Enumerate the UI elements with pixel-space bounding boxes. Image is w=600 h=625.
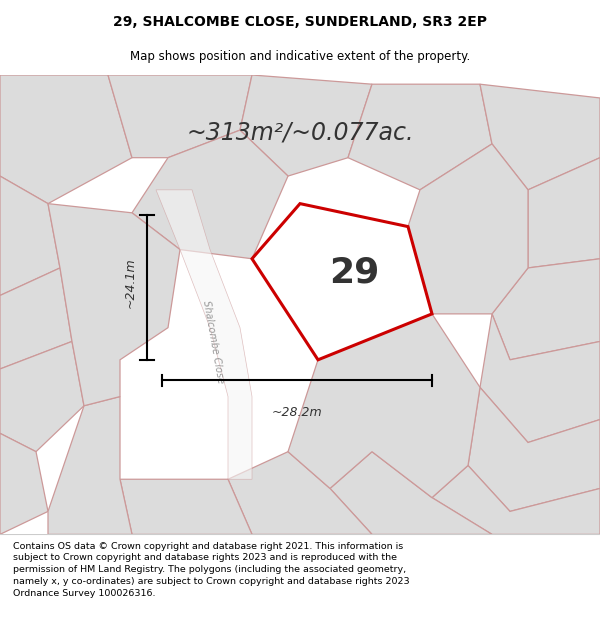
Polygon shape — [528, 158, 600, 268]
Polygon shape — [0, 176, 60, 296]
Polygon shape — [0, 268, 72, 369]
Polygon shape — [408, 144, 528, 314]
Polygon shape — [480, 84, 600, 190]
Polygon shape — [432, 466, 600, 534]
Polygon shape — [468, 388, 600, 511]
Polygon shape — [252, 204, 432, 360]
Polygon shape — [480, 314, 600, 442]
Text: Map shows position and indicative extent of the property.: Map shows position and indicative extent… — [130, 50, 470, 62]
Polygon shape — [330, 452, 492, 534]
Text: ~24.1m: ~24.1m — [124, 258, 137, 308]
Polygon shape — [348, 84, 492, 190]
Text: Shalcombe Close: Shalcombe Close — [201, 299, 225, 384]
Polygon shape — [492, 259, 600, 360]
Polygon shape — [156, 190, 252, 479]
Polygon shape — [0, 75, 132, 204]
Text: 29: 29 — [329, 256, 379, 289]
Text: ~28.2m: ~28.2m — [272, 406, 322, 419]
Polygon shape — [120, 479, 252, 534]
Polygon shape — [48, 397, 132, 534]
Text: Contains OS data © Crown copyright and database right 2021. This information is
: Contains OS data © Crown copyright and d… — [13, 542, 410, 598]
Polygon shape — [228, 452, 372, 534]
Polygon shape — [48, 204, 180, 406]
Polygon shape — [288, 314, 480, 498]
Polygon shape — [132, 130, 288, 259]
Polygon shape — [0, 341, 84, 452]
Polygon shape — [240, 75, 372, 176]
Text: ~313m²/~0.077ac.: ~313m²/~0.077ac. — [186, 121, 414, 144]
Polygon shape — [108, 75, 252, 158]
Polygon shape — [0, 433, 48, 534]
Text: 29, SHALCOMBE CLOSE, SUNDERLAND, SR3 2EP: 29, SHALCOMBE CLOSE, SUNDERLAND, SR3 2EP — [113, 16, 487, 29]
